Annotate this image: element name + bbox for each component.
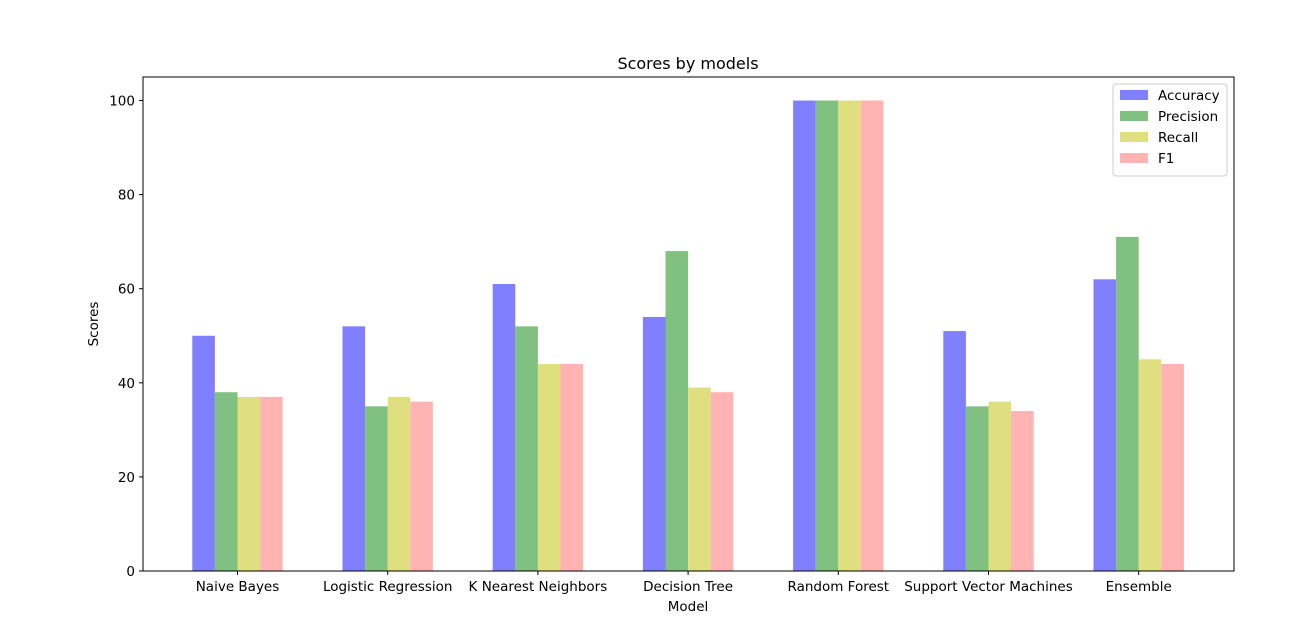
bar-f1-support-vector-machines	[1011, 411, 1034, 571]
bar-precision-ensemble	[1116, 236, 1139, 571]
bar-recall-naive-bayes	[237, 396, 261, 571]
legend-label-accuracy: Accuracy	[1158, 88, 1220, 104]
y-tick-label: 40	[118, 376, 135, 392]
bar-accuracy-decision-tree	[642, 316, 666, 571]
x-tick-label-logistic-regression: Logistic Regression	[323, 579, 453, 595]
legend-swatch-f1	[1120, 153, 1148, 163]
y-tick-label: 80	[118, 188, 135, 204]
bar-recall-support-vector-machines	[988, 401, 1012, 571]
x-tick-label-support-vector-machines: Support Vector Machines	[904, 579, 1073, 595]
bar-precision-support-vector-machines	[965, 406, 989, 571]
legend-label-precision: Precision	[1158, 109, 1218, 125]
bar-precision-decision-tree	[665, 251, 689, 571]
legend-label-recall: Recall	[1158, 130, 1198, 146]
legend-swatch-precision	[1120, 111, 1148, 121]
x-axis-label: Model	[668, 599, 709, 615]
legend-swatch-accuracy	[1120, 90, 1148, 100]
bar-f1-logistic-regression	[410, 401, 433, 571]
bar-recall-ensemble	[1138, 359, 1162, 571]
bars-layer	[192, 100, 1184, 572]
x-tick-label-naive-bayes: Naive Bayes	[196, 579, 280, 595]
bar-recall-decision-tree	[688, 387, 711, 571]
bar-f1-decision-tree	[710, 392, 734, 571]
bar-f1-ensemble	[1161, 363, 1184, 571]
bar-recall-random-forest	[838, 100, 861, 572]
bar-precision-naive-bayes	[214, 392, 238, 571]
bar-accuracy-support-vector-machines	[943, 331, 966, 571]
bar-f1-random-forest	[860, 100, 884, 572]
chart-title: Scores by models	[617, 54, 758, 73]
legend: Accuracy Precision Recall F1	[1112, 83, 1228, 177]
bar-accuracy-k-nearest-neighbors	[492, 284, 516, 571]
bar-precision-random-forest	[815, 100, 839, 572]
y-tick-label: 100	[109, 94, 135, 110]
bar-accuracy-logistic-regression	[342, 326, 366, 571]
bar-accuracy-naive-bayes	[192, 335, 215, 571]
y-axis: 0 20 40 60 80 100	[109, 94, 143, 580]
bar-accuracy-ensemble	[1093, 279, 1117, 571]
bar-recall-logistic-regression	[387, 396, 411, 571]
x-tick-label-k-nearest-neighbors: K Nearest Neighbors	[469, 579, 608, 595]
bar-precision-logistic-regression	[365, 406, 388, 571]
bar-recall-k-nearest-neighbors	[537, 363, 561, 571]
legend-swatch-recall	[1120, 132, 1148, 142]
bar-f1-naive-bayes	[260, 396, 283, 571]
bar-f1-k-nearest-neighbors	[560, 363, 584, 571]
bar-precision-k-nearest-neighbors	[515, 326, 538, 571]
x-tick-label-decision-tree: Decision Tree	[643, 579, 733, 595]
x-tick-label-random-forest: Random Forest	[787, 579, 889, 595]
x-tick-label-ensemble: Ensemble	[1106, 579, 1172, 595]
legend-label-f1: F1	[1158, 151, 1174, 167]
y-tick-label: 60	[118, 282, 135, 298]
bar-accuracy-random-forest	[793, 100, 816, 572]
y-axis-label: Scores	[86, 302, 102, 347]
y-tick-label: 0	[126, 564, 135, 580]
x-axis: Naive Bayes Logistic Regression K Nearest …	[196, 571, 1172, 595]
y-tick-label: 20	[118, 470, 135, 486]
